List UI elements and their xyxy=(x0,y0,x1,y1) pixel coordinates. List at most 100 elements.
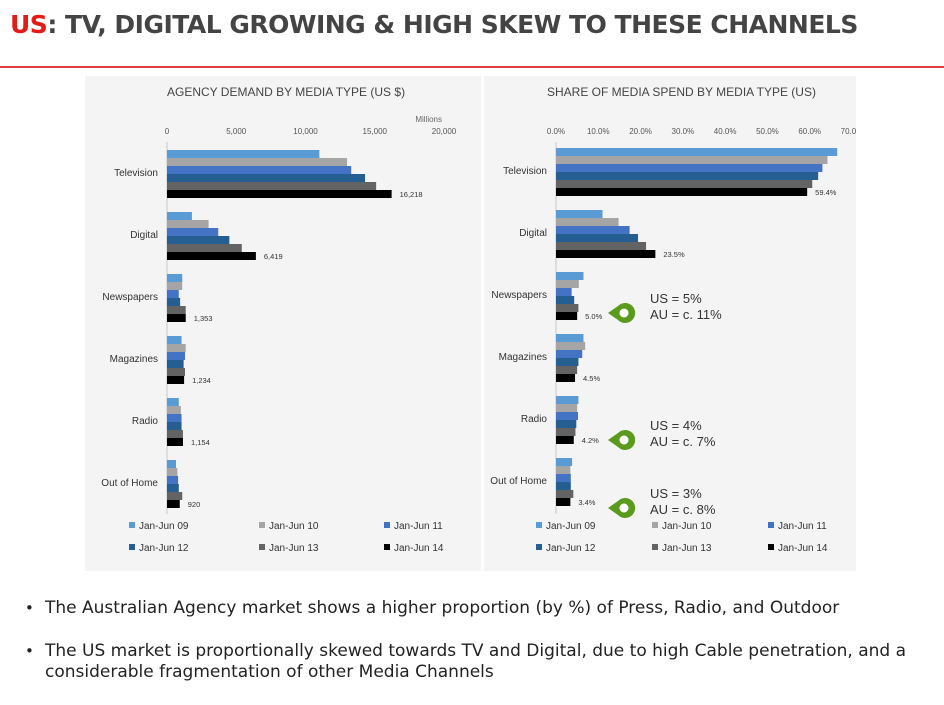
callout-text: US = 5% xyxy=(650,291,702,306)
bar-radio-jan-jun-09 xyxy=(167,398,179,406)
bar-radio-jan-jun-09 xyxy=(556,396,579,404)
bar-radio-jan-jun-13 xyxy=(556,428,576,436)
bar-digital-jan-jun-12 xyxy=(556,234,639,242)
bar-digital-jan-jun-12 xyxy=(167,236,230,244)
bar-newspapers-jan-jun-11 xyxy=(556,288,572,296)
bar-radio-jan-jun-14 xyxy=(167,438,183,446)
x-tick-label: 20.0% xyxy=(629,127,652,136)
legend-label-jan-jun-12: Jan-Jun 12 xyxy=(546,543,596,554)
bar-digital-jan-jun-09 xyxy=(556,210,603,218)
bar-radio-jan-jun-13 xyxy=(167,430,183,438)
data-label-magazines: 4.5% xyxy=(583,374,600,383)
x-tick-label: 15,000 xyxy=(363,127,388,136)
bar-television-jan-jun-10 xyxy=(556,156,828,164)
bar-television-jan-jun-13 xyxy=(556,180,813,188)
callout-marker-hole xyxy=(619,308,629,318)
bar-radio-jan-jun-12 xyxy=(167,422,182,430)
legend-swatch-jan-jun-13 xyxy=(652,544,658,550)
bar-television-jan-jun-11 xyxy=(556,164,823,172)
callout-text: US = 4% xyxy=(650,418,702,433)
data-label-newspapers: 5.0% xyxy=(585,312,602,321)
x-tick-label: 40.0% xyxy=(714,127,737,136)
legend-label-jan-jun-11: Jan-Jun 11 xyxy=(778,521,827,532)
bar-television-jan-jun-12 xyxy=(167,174,366,182)
callout-marker-hole xyxy=(619,503,629,513)
x-tick-label: 0 xyxy=(165,127,170,136)
agency-demand-chart: AGENCY DEMAND BY MEDIA TYPE (US $) Millio… xyxy=(101,85,457,554)
bar-digital-jan-jun-11 xyxy=(556,226,630,234)
bar-out-of-home-jan-jun-09 xyxy=(556,458,573,466)
legend-swatch-jan-jun-11 xyxy=(768,522,774,528)
media-share-panel: SHARE OF MEDIA SPEND BY MEDIA TYPE (US) 0… xyxy=(484,76,863,571)
bar-magazines-jan-jun-10 xyxy=(556,342,586,350)
legend-label-jan-jun-11: Jan-Jun 11 xyxy=(394,521,443,532)
bar-digital-jan-jun-11 xyxy=(167,228,219,236)
data-label-out-of-home: 920 xyxy=(188,500,201,509)
category-label-television: Television xyxy=(503,166,547,177)
legend-label-jan-jun-09: Jan-Jun 09 xyxy=(139,521,189,532)
category-label-magazines: Magazines xyxy=(110,354,158,365)
category-label-digital: Digital xyxy=(519,228,547,239)
bar-magazines-jan-jun-12 xyxy=(167,360,184,368)
bar-radio-jan-jun-11 xyxy=(556,412,578,420)
bar-television-jan-jun-11 xyxy=(167,166,352,174)
callout-text: AU = c. 8% xyxy=(650,502,716,517)
legend-swatch-jan-jun-14 xyxy=(384,544,390,550)
bar-newspapers-jan-jun-11 xyxy=(167,290,179,298)
bar-magazines-jan-jun-12 xyxy=(556,358,579,366)
data-label-magazines: 1,234 xyxy=(192,376,211,385)
bar-television-jan-jun-09 xyxy=(167,150,320,158)
bar-out-of-home-jan-jun-14 xyxy=(167,500,180,508)
data-label-digital: 23.5% xyxy=(663,250,685,259)
bar-newspapers-jan-jun-13 xyxy=(556,304,579,312)
bar-television-jan-jun-10 xyxy=(167,158,348,166)
bar-magazines-jan-jun-13 xyxy=(167,368,186,376)
category-label-newspapers: Newspapers xyxy=(491,290,547,301)
unit-label: Millions xyxy=(415,115,442,124)
bar-digital-jan-jun-13 xyxy=(167,244,242,252)
bar-radio-jan-jun-12 xyxy=(556,420,577,428)
category-label-out-of-home: Out of Home xyxy=(490,476,547,487)
bar-magazines-jan-jun-14 xyxy=(556,374,576,382)
bar-digital-jan-jun-13 xyxy=(556,242,647,250)
category-label-television: Television xyxy=(114,168,158,179)
bar-magazines-jan-jun-09 xyxy=(167,336,182,344)
legend-swatch-jan-jun-13 xyxy=(259,544,265,550)
bar-television-jan-jun-14 xyxy=(167,190,392,198)
legend-label-jan-jun-12: Jan-Jun 12 xyxy=(139,543,189,554)
legend-swatch-jan-jun-09 xyxy=(129,522,135,528)
data-label-digital: 6,419 xyxy=(264,252,283,261)
bar-out-of-home-jan-jun-11 xyxy=(556,474,571,482)
category-label-out-of-home: Out of Home xyxy=(101,478,158,489)
x-tick-label: 60.0% xyxy=(798,127,821,136)
bar-newspapers-jan-jun-14 xyxy=(556,312,578,320)
legend-label-jan-jun-13: Jan-Jun 13 xyxy=(662,543,712,554)
bar-newspapers-jan-jun-10 xyxy=(167,282,183,290)
page-title: US: TV, DIGITAL GROWING & HIGH SKEW TO T… xyxy=(10,10,858,39)
bullet-item: • The US market is proportionally skewed … xyxy=(22,641,932,683)
legend-label-jan-jun-10: Jan-Jun 10 xyxy=(662,521,712,532)
bar-radio-jan-jun-10 xyxy=(167,406,181,414)
media-share-chart: SHARE OF MEDIA SPEND BY MEDIA TYPE (US) 0… xyxy=(490,85,863,554)
bar-digital-jan-jun-10 xyxy=(556,218,619,226)
x-tick-label: 20,000 xyxy=(432,127,457,136)
bar-digital-jan-jun-09 xyxy=(167,212,192,220)
bar-magazines-jan-jun-13 xyxy=(556,366,578,374)
legend-label-jan-jun-14: Jan-Jun 14 xyxy=(778,543,828,554)
callout-text: US = 3% xyxy=(650,486,702,501)
legend-label-jan-jun-09: Jan-Jun 09 xyxy=(546,521,596,532)
bar-magazines-jan-jun-11 xyxy=(167,352,186,360)
legend-swatch-jan-jun-10 xyxy=(652,522,658,528)
x-tick-label: 10.0% xyxy=(587,127,610,136)
bar-magazines-jan-jun-10 xyxy=(167,344,186,352)
data-label-radio: 4.2% xyxy=(582,436,599,445)
callout-text: AU = c. 7% xyxy=(650,434,716,449)
bar-newspapers-jan-jun-09 xyxy=(167,274,183,282)
x-tick-label: 50.0% xyxy=(756,127,779,136)
bar-television-jan-jun-14 xyxy=(556,188,808,196)
bullet-icon: • xyxy=(25,642,34,660)
callout-text: AU = c. 11% xyxy=(650,307,722,322)
data-label-television: 59.4% xyxy=(815,188,837,197)
legend-label-jan-jun-13: Jan-Jun 13 xyxy=(269,543,319,554)
legend-swatch-jan-jun-10 xyxy=(259,522,265,528)
